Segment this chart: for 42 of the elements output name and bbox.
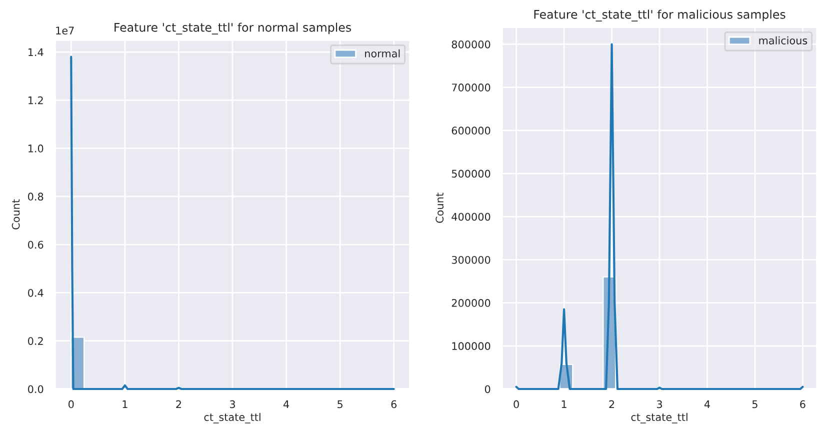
y-tick-label: 0.0 <box>28 385 44 394</box>
x-tick-label: 0 <box>514 400 519 408</box>
x-tick-label: 4 <box>283 400 290 408</box>
y-tick-label: 0 <box>484 385 490 394</box>
y-tick-label: 100000 <box>452 342 490 350</box>
y-tick-label: 400000 <box>452 212 490 221</box>
legend-label: normal <box>365 49 400 58</box>
y-tick-label: 700000 <box>452 84 490 92</box>
text: 1e7 <box>56 26 74 34</box>
y-tick-label: 0.8 <box>28 192 44 201</box>
chart-title: Feature 'ct_state_ttl' for normal samples <box>114 22 351 34</box>
x-tick-label: 5 <box>338 400 342 408</box>
y-tick-label: 0.6 <box>28 240 44 249</box>
y-tick-label: 1.2 <box>28 96 43 104</box>
x-tick-label: 5 <box>752 400 758 408</box>
y-axis-title: Count <box>12 199 20 230</box>
x-tick-label: 1 <box>122 400 128 408</box>
x-tick-label: 0 <box>68 400 74 408</box>
y-tick-label: 200000 <box>452 299 490 307</box>
y-tick-label: 600000 <box>452 126 490 135</box>
y-tick-label: 1.4 <box>28 48 44 56</box>
y-tick-label: 0.4 <box>28 288 44 297</box>
x-tick-label: 3 <box>230 400 235 408</box>
y-axis-title: Count <box>436 192 444 223</box>
line-series <box>515 43 804 390</box>
y-tick-label: 500000 <box>452 170 490 178</box>
chart-title: Feature 'ct_state_ttl' for malicious samples <box>534 10 786 22</box>
y-tick-label: 0.2 <box>28 337 43 345</box>
x-tick-label: 1 <box>562 400 566 408</box>
x-tick-label: 2 <box>609 400 614 408</box>
x-tick-label: 4 <box>704 400 710 408</box>
x-tick-label: 6 <box>391 400 397 408</box>
x-tick-label: 6 <box>800 400 806 408</box>
x-axis-title: ct_state_ttl <box>631 412 688 424</box>
line-series <box>70 56 395 390</box>
x-tick-label: 2 <box>176 400 181 408</box>
y-tick-label: 800000 <box>452 40 490 48</box>
legend-label: malicious <box>759 36 808 44</box>
x-tick-label: 3 <box>656 400 662 408</box>
x-axis-title: ct_state_ttl <box>204 412 260 424</box>
y-tick-label: 300000 <box>452 256 490 264</box>
y-tick-label: 1.0 <box>28 144 44 152</box>
